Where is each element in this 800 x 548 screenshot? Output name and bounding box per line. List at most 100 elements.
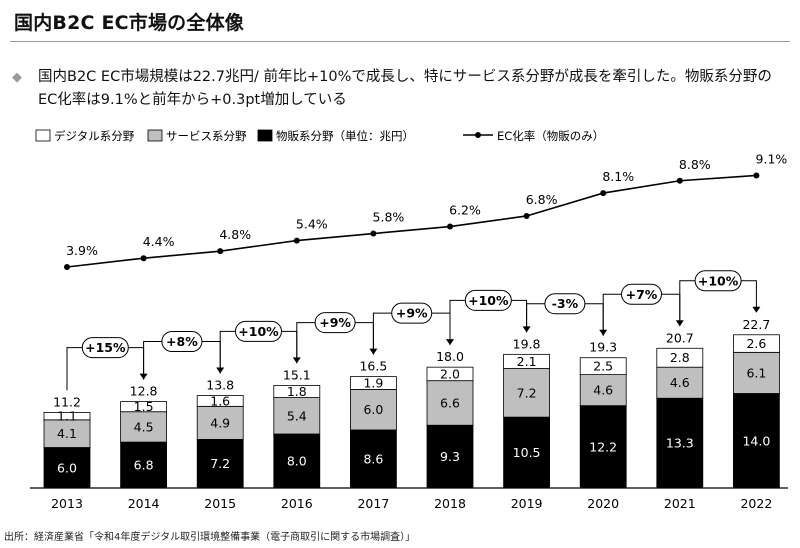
x-tick-label-2016: 2016 [281, 496, 313, 511]
bar-value-label-2-2018: 2.0 [440, 366, 460, 381]
growth-connector-right-2014 [128, 347, 145, 375]
growth-label-2020: -3% [552, 296, 579, 311]
x-tick-label-2013: 2013 [51, 496, 83, 511]
bar-total-label-2013: 11.2 [53, 394, 81, 409]
bar-value-label-0-2014: 6.8 [134, 458, 154, 473]
legend-label-0: 物販系分野（単位：兆円） [276, 129, 414, 143]
bar-value-label-2-2019: 2.1 [517, 354, 537, 369]
growth-badge-2019 [464, 289, 512, 311]
bar-value-label-2-2022: 2.6 [746, 336, 766, 351]
bar-total-label-2020: 19.3 [589, 340, 617, 355]
bar-value-label-2-2021: 2.8 [670, 350, 690, 365]
growth-connector-left-2022 [679, 280, 696, 327]
diamond-bullet-icon: ◆ [12, 70, 22, 85]
bar-value-label-2-2017: 1.9 [363, 376, 383, 391]
growth-badge-2016 [235, 320, 282, 342]
growth-label-2018: +9% [396, 306, 428, 321]
growth-badge-2020 [544, 293, 586, 315]
bar-value-label-1-2022: 6.1 [746, 365, 766, 380]
bar-value-label-0-2022: 14.0 [742, 433, 770, 448]
bar-value-label-0-2019: 10.5 [513, 445, 541, 460]
ec-rate-label-2016: 5.4% [296, 217, 328, 232]
growth-connector-left-2018 [372, 312, 392, 355]
ec-rate-point-2019 [523, 212, 530, 219]
bar-total-label-2014: 12.8 [130, 384, 158, 399]
legend-line-marker [475, 132, 481, 138]
bar-value-label-1-2017: 6.0 [363, 402, 383, 417]
bar-segment-1-2022 [733, 351, 780, 394]
growth-connector-right-2020 [584, 303, 604, 331]
bar-value-label-1-2015: 4.9 [210, 415, 230, 430]
x-tick-label-2022: 2022 [740, 496, 772, 511]
bar-segment-2-2018 [426, 366, 474, 382]
ec-rate-point-2022 [753, 172, 760, 179]
growth-label-2017: +9% [319, 315, 351, 330]
bar-segment-1-2020 [579, 374, 627, 407]
x-tick-label-2019: 2019 [511, 496, 543, 511]
bar-value-label-1-2013: 4.1 [57, 426, 77, 441]
bar-segment-0-2013 [43, 447, 91, 489]
bar-value-label-0-2017: 8.6 [363, 451, 383, 466]
bar-value-label-2-2016: 1.8 [287, 384, 307, 399]
ec-rate-label-2017: 5.8% [373, 210, 405, 225]
ec-rate-point-2021 [676, 177, 683, 184]
bar-value-label-1-2021: 4.6 [670, 375, 690, 390]
bar-segment-2-2020 [579, 357, 627, 376]
growth-connector-left-2020 [526, 303, 545, 333]
bar-segment-2-2019 [503, 353, 551, 369]
x-tick-label-2015: 2015 [204, 496, 236, 511]
bar-segment-2-2021 [656, 347, 704, 368]
bar-value-label-0-2016: 8.0 [287, 454, 307, 469]
ec-rate-label-2014: 4.4% [143, 234, 175, 249]
bar-segment-0-2015 [196, 438, 244, 489]
bar-segment-1-2021 [656, 366, 704, 399]
legend-label-line: EC化率（物販のみ） [497, 129, 604, 143]
growth-badge-2017 [314, 312, 356, 334]
bar-value-label-0-2015: 7.2 [210, 456, 230, 471]
x-tick-label-2021: 2021 [664, 496, 696, 511]
bar-segment-1-2014 [120, 411, 167, 443]
bar-segment-2-2022 [733, 334, 780, 353]
ec-rate-label-2020: 8.1% [602, 169, 634, 184]
bar-value-label-0-2021: 13.3 [666, 436, 694, 451]
growth-badge-2021 [621, 283, 662, 305]
bar-value-label-1-2018: 6.6 [440, 395, 460, 410]
bar-value-label-1-2019: 7.2 [517, 385, 537, 400]
ec-rate-point-2016 [293, 237, 300, 244]
bar-value-label-0-2020: 12.2 [589, 439, 617, 454]
growth-badge-2018 [391, 302, 433, 324]
bar-total-label-2021: 20.7 [666, 330, 694, 345]
growth-label-2014: +15% [85, 340, 126, 355]
bar-value-label-1-2020: 4.6 [593, 383, 613, 398]
growth-badge-2014 [81, 337, 129, 359]
bar-segment-2-2015 [196, 395, 244, 407]
growth-connector-left-2014 [66, 347, 83, 391]
legend-swatch-2 [35, 129, 51, 142]
ec-rate-label-2015: 4.8% [219, 227, 251, 242]
legend-swatch-0 [257, 129, 273, 142]
growth-label-2019: +10% [468, 293, 509, 308]
growth-connector-right-2016 [281, 330, 298, 359]
growth-connector-left-2017 [296, 322, 316, 364]
growth-connector-left-2016 [219, 330, 236, 374]
growth-label-2016: +10% [238, 324, 279, 339]
growth-connector-right-2021 [661, 293, 681, 322]
ec-rate-line [66, 174, 757, 268]
x-tick-label-2017: 2017 [357, 496, 389, 511]
summary-paragraph: ◆ 国内B2C EC市場規模は22.7兆円/ 前年比+10%で成長し、特にサービ… [12, 66, 778, 112]
bar-segment-1-2013 [43, 419, 91, 448]
ec-rate-point-2015 [217, 248, 224, 255]
ec-rate-point-2014 [140, 255, 147, 262]
growth-label-2015: +8% [166, 334, 198, 349]
bar-segment-2-2014 [120, 401, 167, 413]
legend-label-2: デジタル系分野 [54, 129, 135, 143]
growth-badge-2015 [161, 331, 203, 353]
bar-segment-0-2016 [273, 433, 321, 489]
bar-value-label-2-2013: 1.1 [57, 409, 77, 424]
x-tick-label-2018: 2018 [434, 496, 466, 511]
legend-label-1: サービス系分野 [166, 129, 247, 143]
bar-total-label-2019: 19.8 [513, 336, 541, 351]
growth-label-2021: +7% [626, 287, 658, 302]
x-tick-label-2014: 2014 [128, 496, 160, 511]
growth-connector-right-2019 [511, 299, 528, 328]
